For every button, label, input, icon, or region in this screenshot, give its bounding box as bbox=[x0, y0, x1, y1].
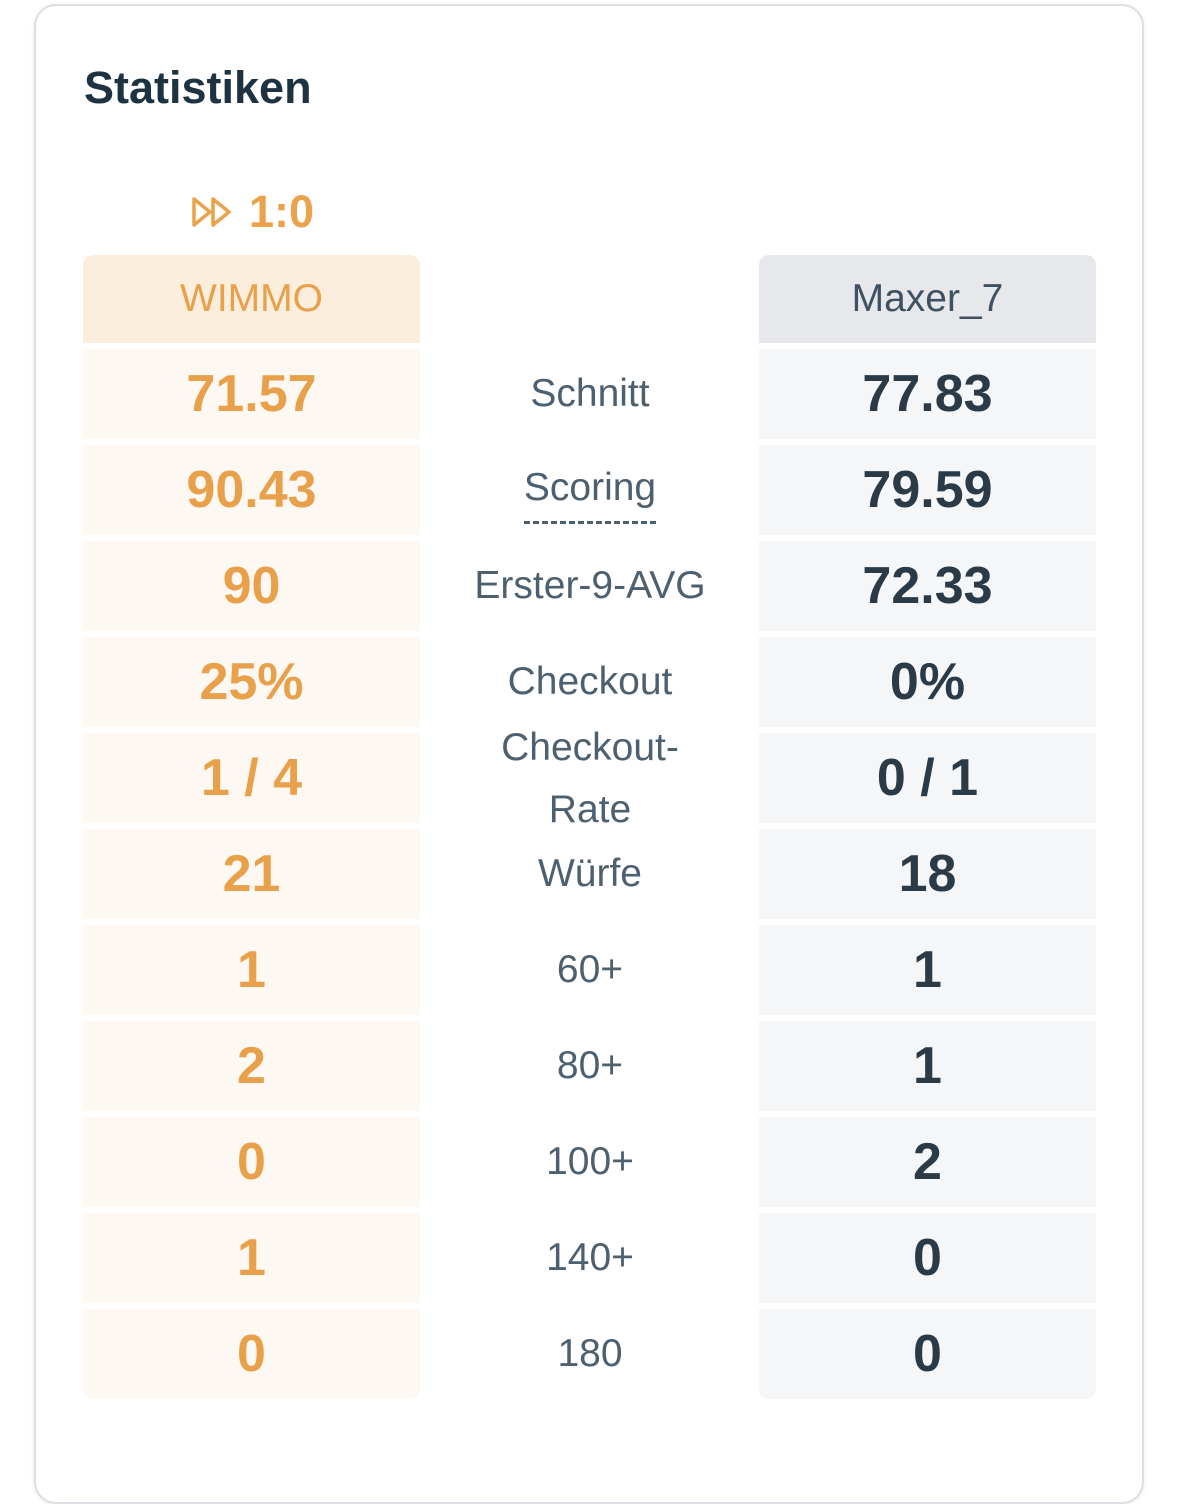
stat-value-right: 0 bbox=[759, 1213, 1096, 1303]
stat-label: Erster-9-AVG bbox=[474, 564, 706, 607]
stat-value-right: 0% bbox=[759, 637, 1096, 727]
stat-value-left: 0 bbox=[83, 1117, 420, 1207]
stat-label: 80+ bbox=[556, 1044, 624, 1087]
stat-label: 180 bbox=[557, 1332, 623, 1375]
stat-label: 100+ bbox=[546, 1140, 634, 1183]
legs-score-value: 1:0 bbox=[248, 186, 315, 237]
stat-value-right: 1 bbox=[759, 925, 1096, 1015]
stat-value-right: 77.83 bbox=[759, 349, 1096, 439]
stat-label-scoring[interactable]: Scoring bbox=[421, 445, 759, 535]
stat-value-right: 0 / 1 bbox=[759, 733, 1096, 823]
stat-value-left: 1 bbox=[83, 1213, 420, 1303]
stat-value-right: 79.59 bbox=[759, 445, 1096, 535]
stat-value-right: 1 bbox=[759, 1021, 1096, 1111]
stat-label: Würfe bbox=[537, 852, 642, 895]
stat-value-left: 1 bbox=[83, 925, 420, 1015]
player-name-right[interactable]: Maxer_7 bbox=[759, 255, 1096, 343]
section-title: Statistiken bbox=[84, 62, 312, 113]
stat-label-text: Checkout-Rate bbox=[501, 726, 679, 831]
stat-label: Checkout bbox=[507, 660, 673, 703]
stat-value-right: 18 bbox=[759, 829, 1096, 919]
stat-value-left: 0 bbox=[83, 1309, 420, 1399]
stat-value-left: 90 bbox=[83, 541, 420, 631]
player-column-right: Maxer_7 77.83 79.59 72.33 0% 0 / 1 18 1 … bbox=[759, 0, 1096, 1399]
stat-value-left: 25% bbox=[83, 637, 420, 727]
stat-value-left: 21 bbox=[83, 829, 420, 919]
stat-value-left: 71.57 bbox=[83, 349, 420, 439]
player-column-left: WIMMO 71.57 90.43 90 25% 1 / 4 21 1 2 0 … bbox=[83, 0, 420, 1399]
stat-value-right: 2 bbox=[759, 1117, 1096, 1207]
stat-label: Checkout-Rate bbox=[421, 726, 759, 831]
legs-score: 1:0 bbox=[84, 182, 421, 242]
stat-value-left: 90.43 bbox=[83, 445, 420, 535]
player-name-left[interactable]: WIMMO bbox=[83, 255, 420, 343]
stat-value-right: 0 bbox=[759, 1309, 1096, 1399]
scoring-tooltip-trigger[interactable]: Scoring bbox=[523, 457, 657, 524]
stat-label: Schnitt bbox=[530, 372, 650, 415]
stat-value-left: 1 / 4 bbox=[83, 733, 420, 823]
stat-label: 60+ bbox=[556, 948, 624, 991]
fast-forward-icon bbox=[192, 197, 231, 227]
stat-labels-column: Schnitt Scoring Erster-9-AVG Checkout Ch… bbox=[421, 0, 759, 1399]
stat-label: 140+ bbox=[546, 1236, 634, 1279]
stat-value-left: 2 bbox=[83, 1021, 420, 1111]
stat-value-right: 72.33 bbox=[759, 541, 1096, 631]
